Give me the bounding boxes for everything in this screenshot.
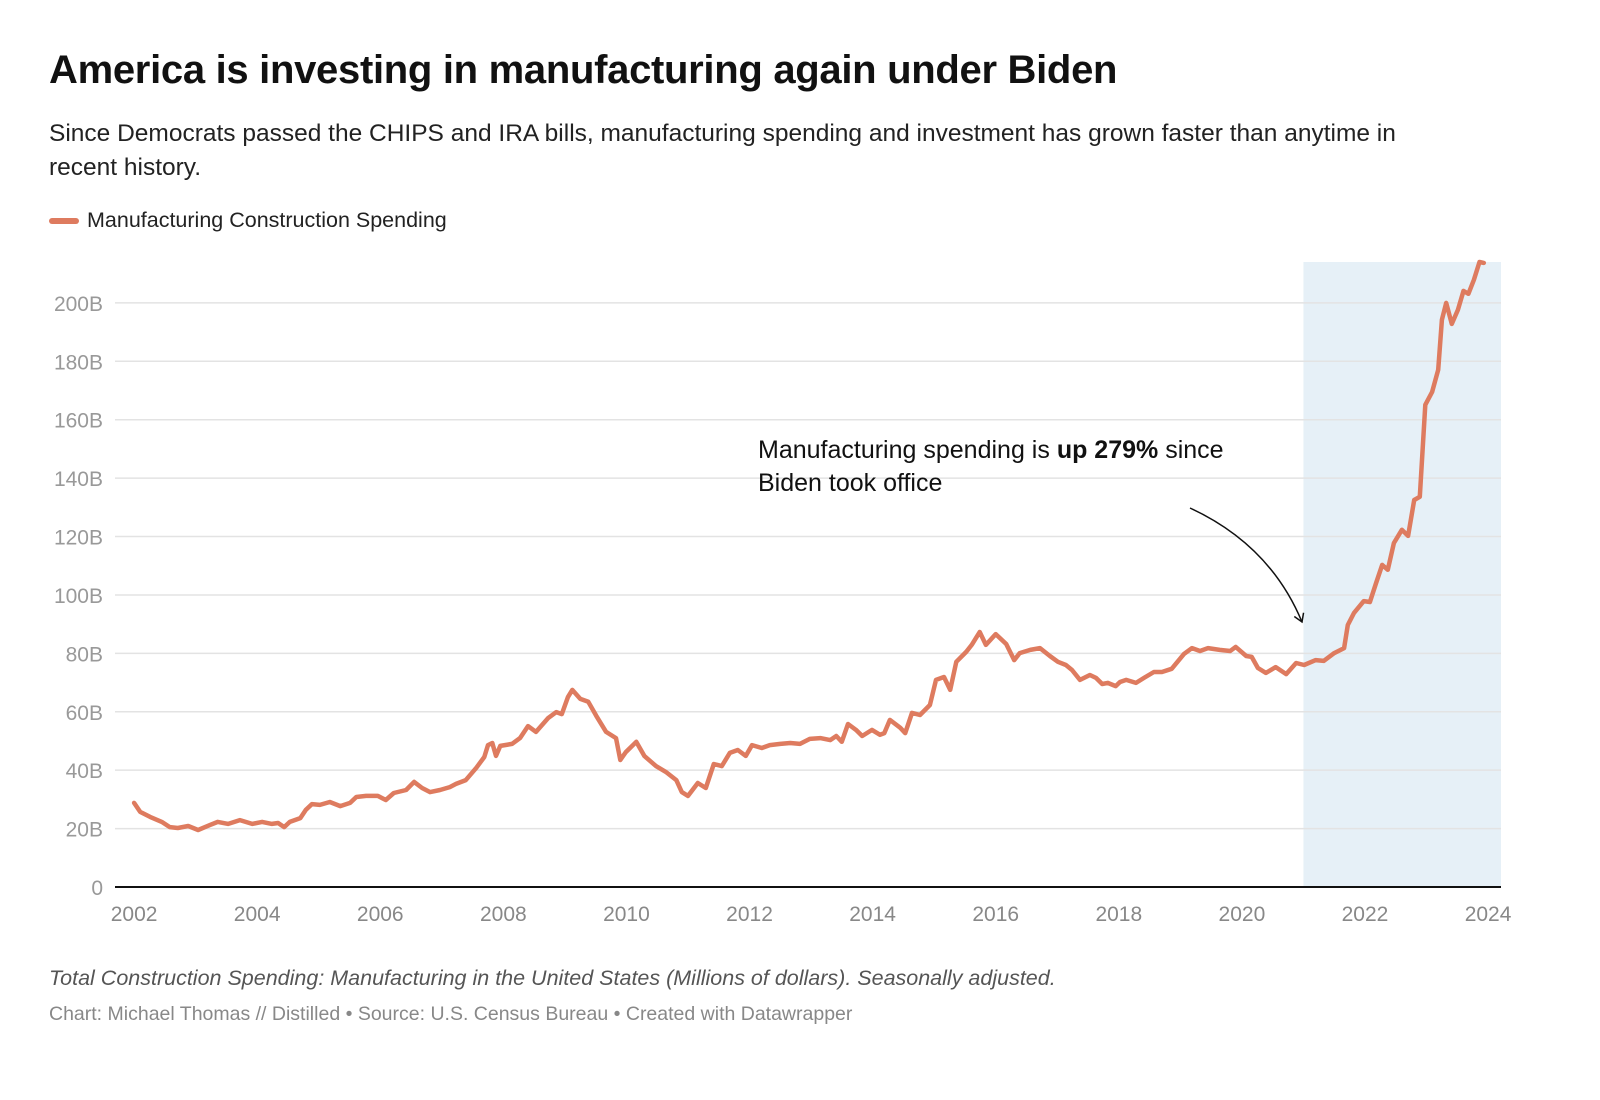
annotation-arrow [1189, 507, 1305, 624]
annotation-text: Manufacturing spending is [758, 436, 1050, 464]
plot-area: 0 20B 40B 60B 80B 100B 120B 140B 160B 180B 200B 200… [54, 259, 1512, 926]
chart-credit: Chart: Michael Thomas // Distilled • Sou… [49, 1003, 853, 1025]
y-tick-label: 80B [66, 643, 103, 666]
y-tick-label: 160B [54, 410, 103, 433]
x-tick-label: 2020 [1219, 903, 1266, 926]
y-tick-label: 40B [66, 760, 103, 783]
x-tick-label: 2010 [603, 903, 650, 926]
x-tick-label: 2008 [480, 903, 527, 926]
y-tick-label: 140B [54, 468, 103, 491]
x-tick-label: 2022 [1342, 903, 1389, 926]
chart-title: America is investing in manufacturing ag… [49, 48, 1118, 92]
x-tick-label: 2012 [726, 903, 773, 926]
y-tick-label: 180B [54, 351, 103, 374]
x-tick-label: 2014 [849, 903, 896, 926]
annotation: Manufacturing spending is up 279% since [758, 436, 1224, 464]
chart-note: Total Construction Spending: Manufacturi… [49, 966, 1056, 990]
y-tick-label: 60B [66, 702, 103, 725]
y-tick-label: 20B [66, 819, 103, 842]
y-tick-label: 120B [54, 527, 103, 550]
x-tick-label: 2018 [1095, 903, 1142, 926]
x-tick-label: 2002 [111, 903, 158, 926]
legend-label: Manufacturing Construction Spending [87, 208, 447, 232]
legend: Manufacturing Construction Spending [49, 208, 447, 233]
y-tick-label: 200B [54, 293, 103, 316]
annotation-bold: up 279% [1057, 436, 1158, 464]
x-tick-label: 2024 [1465, 903, 1512, 926]
annotation-text: since [1165, 436, 1223, 464]
annotation-text: Biden took office [758, 469, 942, 497]
highlight-band [1303, 262, 1501, 887]
y-tick-label: 100B [54, 585, 103, 608]
chart-subtitle: Since Democrats passed the CHIPS and IRA… [49, 120, 1396, 181]
x-tick-label: 2004 [234, 903, 281, 926]
legend-swatch [49, 217, 79, 224]
x-tick-label: 2016 [972, 903, 1019, 926]
data-line [131, 259, 1487, 833]
y-tick-label: 0 [91, 877, 103, 900]
x-tick-label: 2006 [357, 903, 404, 926]
